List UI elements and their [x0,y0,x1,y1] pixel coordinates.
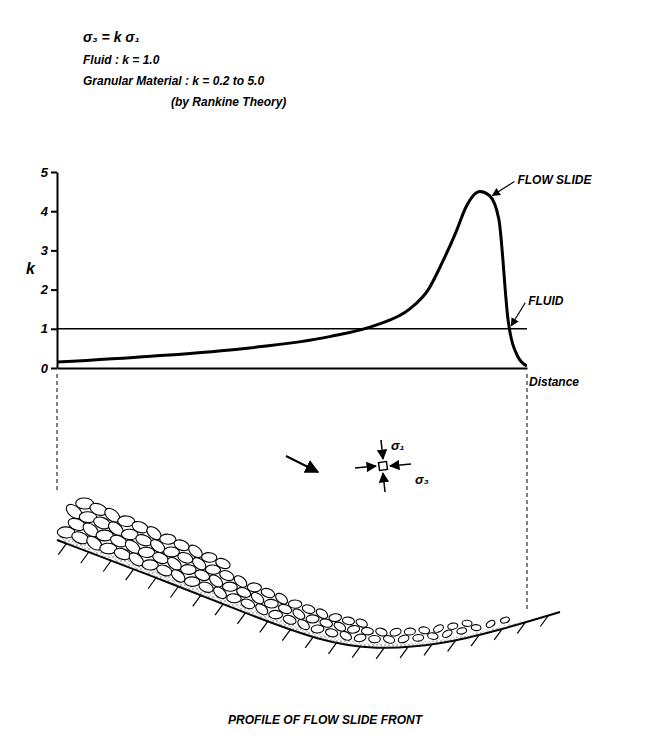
stress-arrow [381,440,383,459]
rock [369,635,381,643]
stress-label: σ₁ [391,438,404,453]
guide-line [527,374,528,612]
y-tick: 0 [41,361,57,376]
rock [247,583,262,593]
y-tick-label: 5 [41,165,49,180]
rock [329,613,342,622]
fine-layer [57,532,521,648]
stress-element [378,461,387,470]
y-tick-mark [51,289,57,291]
series-label: FLUID [528,294,564,308]
y-tick-label: 1 [41,321,48,336]
header-line: Granular Material : k = 0.2 to 5.0 [83,74,264,88]
series-label: FLOW SLIDE [517,173,592,187]
guide-line [57,374,58,492]
profile [57,498,560,659]
y-tick-mark [51,368,57,370]
y-tick-mark [51,211,57,213]
bed-hatch [58,544,66,555]
y-tick-label: 4 [40,204,49,219]
y-tick-label: 0 [41,361,49,376]
data-line [57,192,527,366]
rock [447,622,458,630]
rock [201,552,217,562]
annotation-arrow [511,303,525,326]
rock [342,616,355,626]
bed-hatch [400,647,408,658]
rock [301,603,316,615]
figure: σ₃ = k σ₁ Fluid : k = 1.0 Granular Materia… [0,0,650,740]
rock [427,632,438,640]
x-axis-title: Distance [529,375,579,389]
y-tick: 5 [41,165,57,180]
y-axis: 0 1 2 3 4 5 [40,165,58,376]
bed-hatch [170,586,178,597]
y-axis-title: k [26,260,36,277]
rock [314,607,329,621]
plot-area [57,192,527,366]
y-tick: 4 [40,204,57,219]
bed-hatch [193,595,201,606]
bed-hatch [148,578,156,589]
rock [500,616,510,624]
header-line: (by Rankine Theory) [171,95,286,109]
rock [441,629,453,639]
bed-hatch [81,552,89,563]
y-tick: 1 [41,321,57,336]
stress-arrow [355,466,376,468]
rock [471,624,481,631]
annotation-arrow [492,182,514,196]
rock [172,538,190,553]
bed-hatch [282,630,290,641]
equation: σ₃ = k σ₁ [83,29,140,45]
bed-hatch [376,648,384,659]
y-tick: 3 [41,243,57,258]
rock [260,587,276,600]
rock [389,627,402,637]
stress-arrow [383,473,385,492]
rock [306,615,319,623]
rock [432,623,444,634]
bed-hatch [126,569,134,580]
rocks [57,498,510,645]
y-tick-label: 2 [40,282,49,297]
rock [214,556,231,570]
rock [222,582,237,592]
rock [485,619,496,629]
rock [288,600,302,609]
bed-hatch [237,613,245,624]
rock [274,591,290,606]
y-tick-mark [51,328,57,330]
rock [413,634,424,642]
rock [361,627,373,635]
bed-hatch [305,637,313,648]
header-line: Fluid : k = 1.0 [83,53,160,67]
profile-title: PROFILE OF FLOW SLIDE FRONT [228,713,424,727]
stress-arrow [390,464,411,466]
bed-hatch [328,643,336,654]
rock [404,628,416,636]
rock [264,599,278,608]
y-tick-mark [51,250,57,252]
y-tick: 2 [40,282,57,297]
stress-label: σ₃ [415,472,429,487]
rock [218,569,235,583]
y-tick-label: 3 [41,243,49,258]
bed-hatch [352,647,360,658]
bed-hatch [103,560,111,571]
y-axis-line [57,173,59,369]
movement-arrow [286,456,318,472]
bed-hatch [215,604,223,615]
x-axis-line [58,368,528,370]
data-line [57,328,527,330]
rock [462,620,472,627]
rock [355,617,369,629]
y-tick-mark [51,172,57,174]
x-axis [58,368,528,369]
rock [456,627,467,635]
bed-hatch [260,621,268,632]
rock [232,573,249,589]
